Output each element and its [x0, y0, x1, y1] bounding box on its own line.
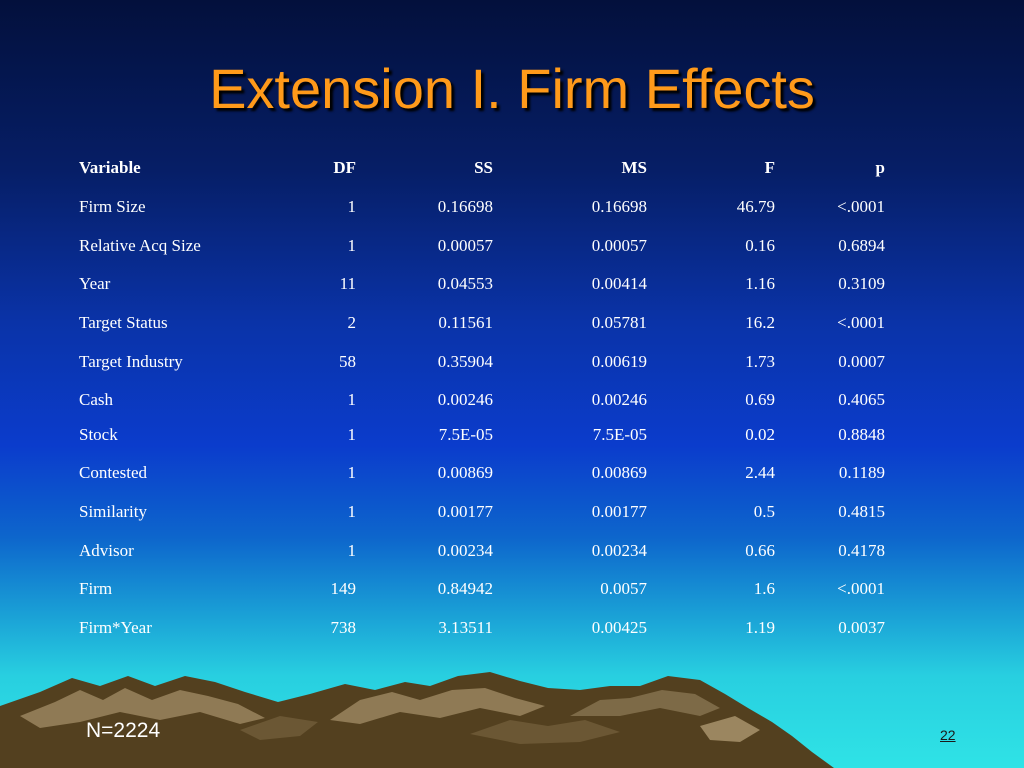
table-cell-ss: 0.84942 [437, 579, 493, 598]
table-cell-p: 0.0007 [838, 352, 885, 371]
header-cell-ms: MS [621, 158, 648, 177]
table-cell-ss: 0.35904 [437, 352, 493, 371]
table-cell-p: 0.3109 [838, 274, 885, 293]
table-cell-ms: 0.00057 [591, 236, 647, 255]
table-cell-variable: Cash [79, 390, 113, 409]
table-cell-ms: 0.00425 [591, 618, 647, 637]
table-cell-f: 0.02 [745, 425, 775, 444]
table-cell-ms: 0.05781 [591, 313, 647, 332]
table-cell-ms: 0.16698 [591, 197, 647, 216]
table-cell-ms: 7.5E-05 [592, 425, 647, 444]
table-cell-p: 0.1189 [838, 463, 885, 482]
table-cell-df: 58 [339, 352, 356, 371]
table-cell-df: 2 [347, 313, 357, 332]
table-cell-p: <.0001 [837, 197, 885, 216]
page-number: 22 [940, 727, 956, 743]
header-cell-p: p [875, 158, 885, 177]
table-cell-f: 46.79 [736, 197, 775, 216]
table-cell-ms: 0.00414 [591, 274, 647, 293]
table-cell-df: 1 [347, 463, 357, 482]
table-cell-ss: 0.00057 [437, 236, 493, 255]
table-cell-ss: 0.16698 [437, 197, 493, 216]
table-cell-df: 1 [347, 236, 357, 255]
table-cell-ss: 7.5E-05 [438, 425, 493, 444]
header-cell-ss: SS [474, 158, 493, 177]
table-cell-ss: 0.04553 [437, 274, 493, 293]
header-cell-variable: Variable [79, 158, 141, 177]
table-cell-variable: Firm*Year [79, 618, 152, 637]
table-cell-ms: 0.00619 [591, 352, 647, 371]
table-cell-ms: 0.00234 [591, 541, 647, 560]
table-cell-df: 1 [347, 541, 357, 560]
table-cell-p: 0.4815 [838, 502, 885, 521]
slide-title: Extension I. Firm Effects [209, 57, 815, 120]
header-cell-f: F [764, 158, 775, 177]
table-cell-variable: Target Status [79, 313, 168, 332]
table-cell-ms: 0.00869 [591, 463, 647, 482]
table-cell-ms: 0.0057 [600, 579, 647, 598]
table-cell-p: <.0001 [837, 579, 885, 598]
table-cell-f: 16.2 [745, 313, 775, 332]
table-cell-ss: 0.00869 [437, 463, 493, 482]
table-cell-ss: 3.13511 [438, 618, 493, 637]
table-cell-p: <.0001 [837, 313, 885, 332]
table-cell-p: 0.6894 [838, 236, 885, 255]
table-cell-f: 0.5 [753, 502, 775, 521]
table-cell-variable: Contested [79, 463, 147, 482]
table-cell-f: 1.6 [753, 579, 775, 598]
table-cell-p: 0.8848 [838, 425, 885, 444]
table-cell-variable: Similarity [79, 502, 147, 521]
table-cell-df: 1 [347, 425, 357, 444]
table-cell-df: 1 [347, 197, 357, 216]
table-cell-ss: 0.00177 [437, 502, 493, 521]
table-cell-ms: 0.00246 [591, 390, 647, 409]
table-cell-df: 11 [339, 274, 356, 293]
table-cell-f: 0.69 [745, 390, 775, 409]
table-cell-variable: Firm [79, 579, 113, 598]
table-cell-f: 1.73 [745, 352, 775, 371]
table-cell-variable: Advisor [79, 541, 134, 560]
table-cell-p: 0.4178 [838, 541, 885, 560]
table-cell-df: 1 [347, 390, 357, 409]
table-cell-f: 1.16 [745, 274, 775, 293]
table-cell-ss: 0.00246 [437, 390, 493, 409]
table-cell-f: 1.19 [745, 618, 775, 637]
table-cell-df: 738 [330, 618, 357, 637]
table-cell-p: 0.4065 [838, 390, 885, 409]
table-cell-variable: Stock [79, 425, 118, 444]
table-cell-df: 149 [330, 579, 357, 598]
table-cell-variable: Relative Acq Size [79, 236, 201, 255]
table-cell-df: 1 [347, 502, 357, 521]
table-cell-p: 0.0037 [838, 618, 885, 637]
table-cell-ms: 0.00177 [591, 502, 647, 521]
table-cell-ss: 0.11561 [438, 313, 493, 332]
header-cell-df: DF [333, 158, 356, 177]
table-cell-variable: Target Industry [79, 352, 183, 371]
table-cell-f: 0.16 [745, 236, 775, 255]
table-cell-variable: Year [79, 274, 111, 293]
table-cell-ss: 0.00234 [437, 541, 493, 560]
table-cell-variable: Firm Size [79, 197, 146, 216]
sample-size-note: N=2224 [86, 719, 161, 742]
table-cell-f: 2.44 [745, 463, 775, 482]
table-cell-f: 0.66 [745, 541, 775, 560]
